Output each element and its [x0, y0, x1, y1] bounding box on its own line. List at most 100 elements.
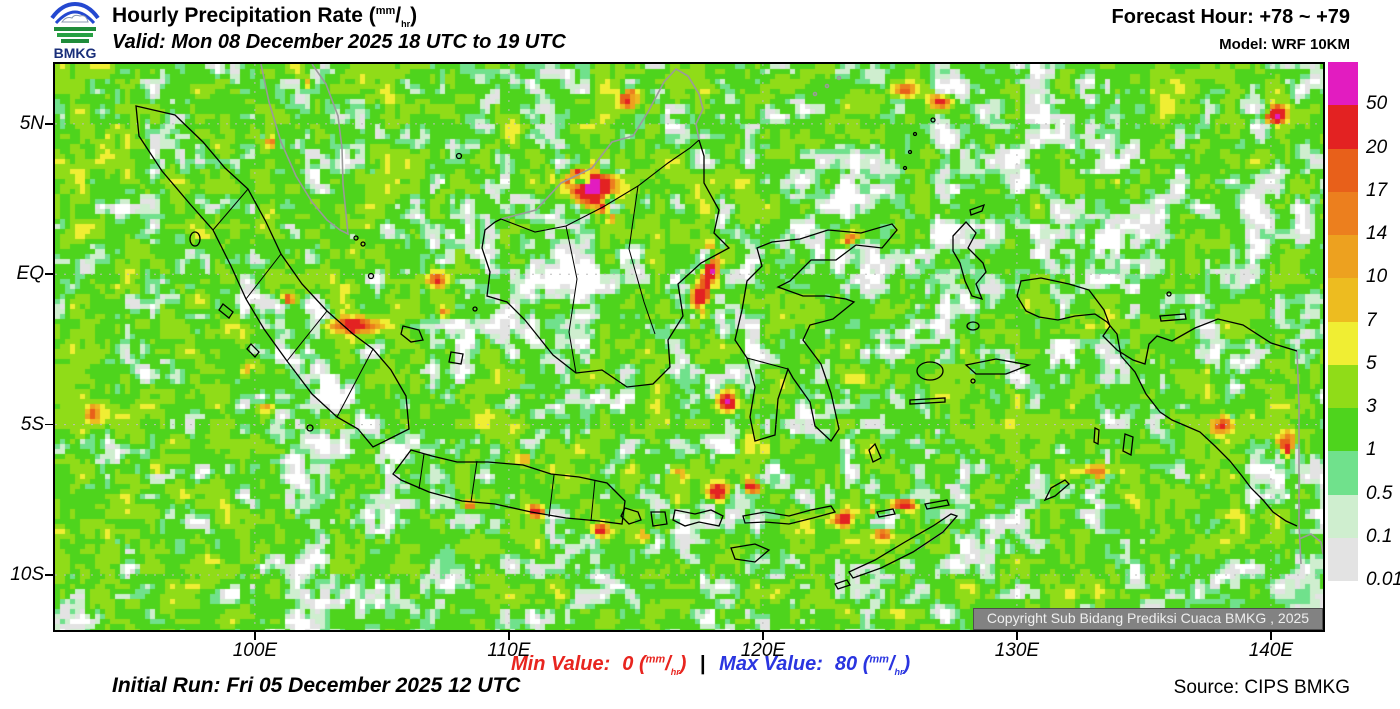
- buton: [868, 442, 882, 463]
- y-tick-mark: [45, 123, 53, 125]
- bmkg-logo: BMKG: [50, 2, 100, 60]
- x-tick-mark: [254, 632, 256, 640]
- wetar: [924, 499, 950, 510]
- x-tick-label-100E: 100E: [232, 640, 278, 661]
- minmax-line: Min Value: 0 (mm/hr) | Max Value: 80 (mm/h…: [511, 653, 910, 677]
- y-tick-label-5S: 5S: [20, 413, 44, 435]
- min-unit-slash: /: [665, 653, 671, 675]
- minmax-separator: |: [700, 653, 706, 675]
- png-border: [1296, 350, 1302, 565]
- colorbar-label-3: 3: [1366, 396, 1377, 417]
- yapen: [1159, 313, 1187, 322]
- karimata: [472, 306, 478, 312]
- seram: [964, 358, 1032, 375]
- colorbar-label-20: 20: [1366, 136, 1388, 158]
- alor: [876, 508, 896, 518]
- min-unit-den: hr: [670, 667, 680, 677]
- min-label: Min Value:: [511, 653, 611, 675]
- sulu-island: [812, 91, 818, 97]
- logo-green-stripe: [61, 39, 89, 43]
- page-title: Hourly Precipitation Rate (mm/hr): [112, 4, 417, 29]
- sulu-island: [836, 75, 842, 81]
- min-value-text: Min Value: 0 (mm/hr): [511, 653, 687, 677]
- siberut: [218, 303, 234, 319]
- kei-islands: [1093, 426, 1100, 446]
- colorbar-label-5: 5: [1366, 352, 1377, 374]
- kalimantan-my-border: [500, 139, 700, 233]
- colorbar-segment-20: [1328, 105, 1358, 149]
- min-unit-open: (: [638, 653, 646, 675]
- colorbar-segment-0.1: [1328, 494, 1358, 538]
- logo-blue-arc: [50, 2, 100, 20]
- max-unit-close: ): [903, 653, 911, 675]
- sulawesi-border: [746, 357, 789, 370]
- colorbar-segment-0.5: [1328, 451, 1358, 495]
- colorbar-segment-0.01: [1328, 537, 1358, 581]
- min-value: 0: [622, 653, 634, 675]
- min-unit-close: ): [679, 653, 687, 675]
- obi: [966, 321, 980, 331]
- colorbar-segment-5: [1328, 321, 1358, 365]
- colorbar-segment-7: [1328, 278, 1358, 322]
- rote: [834, 579, 851, 590]
- sulu-island: [824, 83, 830, 89]
- y-tick-label-10S: 10S: [10, 563, 44, 585]
- min-unit: (mm/hr): [638, 653, 687, 677]
- colorbar-label-0.01: 0.01: [1366, 569, 1400, 590]
- logo-text: BMKG: [54, 45, 97, 60]
- biak: [1166, 291, 1172, 297]
- title-unit-den: hr: [401, 19, 411, 30]
- buru: [916, 361, 944, 381]
- x-tick-mark: [508, 632, 510, 640]
- max-unit-slash: /: [888, 653, 895, 675]
- sumatra: [135, 105, 410, 448]
- map-frame: Copyright Sub Bidang Prediksi Cuaca BMKG…: [53, 62, 1325, 632]
- talaud-island: [930, 117, 936, 123]
- colorbar-segment-10: [1328, 235, 1358, 279]
- colorbar-label-50: 50: [1366, 93, 1388, 115]
- y-tick-label-5N: 5N: [19, 112, 44, 134]
- sulawesi: [734, 223, 898, 442]
- x-tick-label-130E: 130E: [994, 640, 1040, 661]
- sumatra-borders: [212, 188, 374, 418]
- model-line: Model: WRF 10KM: [1219, 36, 1350, 53]
- tanimbar: [1043, 479, 1070, 502]
- max-unit-den: hr: [894, 667, 904, 677]
- png-south-coast: [1298, 533, 1323, 555]
- y-tick-mark: [45, 423, 53, 426]
- map-overlay: [55, 64, 1323, 630]
- x-tick-mark: [1270, 632, 1272, 640]
- title-unit-close: ): [410, 4, 418, 27]
- kalimantan-borders: [565, 185, 656, 374]
- colorbar-label-0.5: 0.5: [1366, 482, 1393, 504]
- y-tick-mark: [45, 574, 53, 576]
- java-borders: [418, 453, 596, 522]
- x-tick-mark: [1016, 632, 1018, 640]
- colorbar-segment-3: [1328, 364, 1358, 408]
- copyright-bar: Copyright Sub Bidang Prediksi Cuaca BMKG…: [973, 608, 1323, 630]
- colorbar-label-1: 1: [1366, 439, 1377, 461]
- min-unit-num: mm: [645, 653, 666, 666]
- sangihe-island: [912, 131, 918, 137]
- lombok: [650, 511, 668, 527]
- timor: [848, 513, 959, 579]
- foreign-coastlines: [260, 64, 1323, 565]
- indonesia-coastlines: [135, 105, 1298, 590]
- logo-cloud: [61, 14, 89, 23]
- colorbar-labels: 50 20 17 14 10 7 5 3 1 0.5 0.1 0.01: [1366, 62, 1400, 592]
- malaysia-borneo-coast: [500, 67, 704, 220]
- x-tick-label-110E: 110E: [487, 640, 531, 661]
- colorbar-label-10: 10: [1366, 266, 1388, 288]
- colorbar-label-0.1: 0.1: [1366, 525, 1393, 547]
- valid-time-line: Valid: Mon 08 December 2025 18 UTC to 19…: [112, 31, 566, 53]
- bangka: [400, 325, 424, 343]
- riau-island: [353, 235, 359, 241]
- morotai: [969, 203, 986, 216]
- aru-islands: [1122, 433, 1134, 456]
- title-text: Hourly Precipitation Rate: [112, 4, 363, 27]
- initial-run-line: Initial Run: Fri 05 December 2025 12 UTC: [112, 674, 521, 697]
- title-unit-open: (: [368, 4, 376, 27]
- x-tick-label-120E: 120E: [740, 640, 786, 661]
- logo-green-stripe: [57, 33, 93, 37]
